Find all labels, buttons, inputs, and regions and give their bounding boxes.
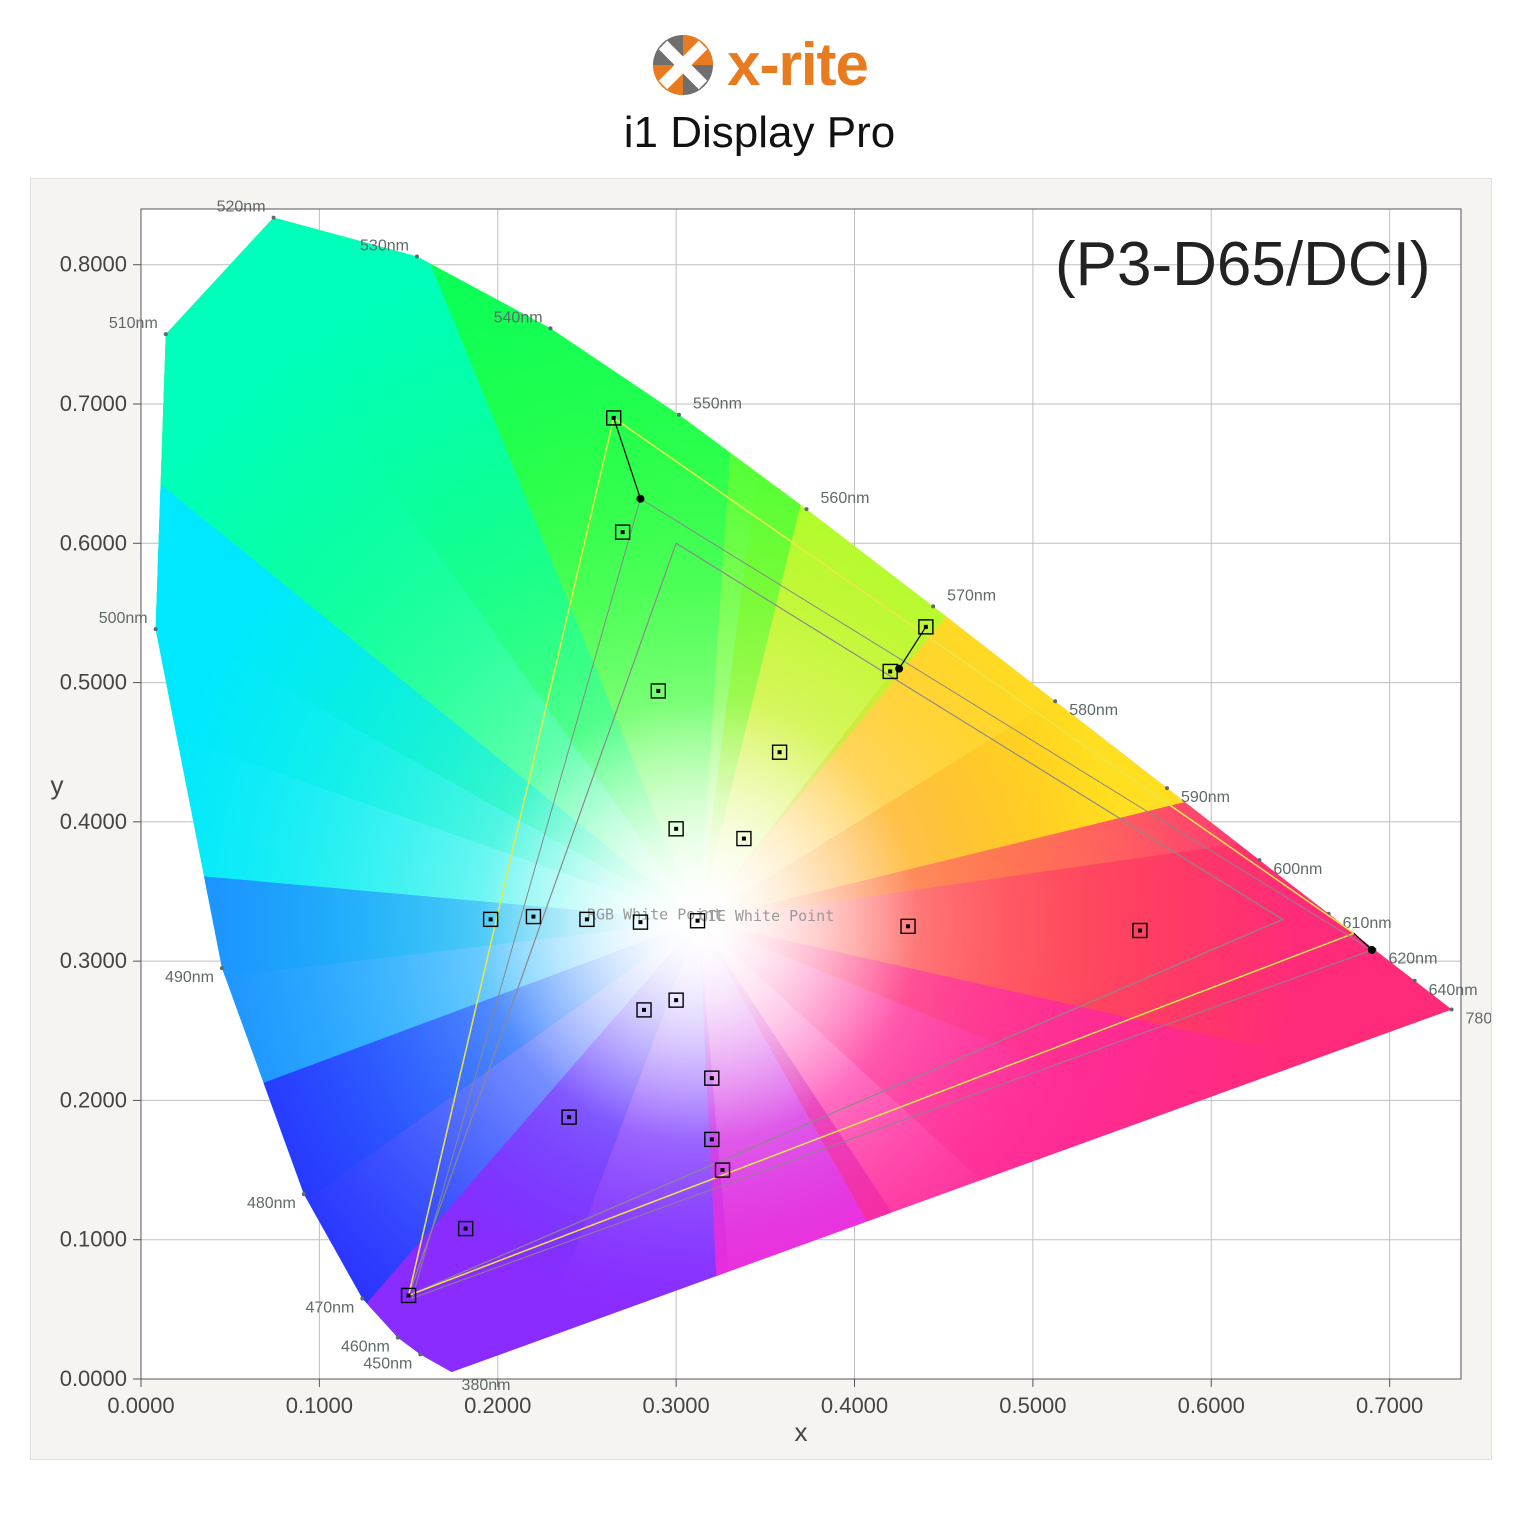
svg-text:480nm: 480nm bbox=[246, 1195, 295, 1212]
svg-text:640nm: 640nm bbox=[1428, 981, 1477, 998]
svg-text:0.1000: 0.1000 bbox=[59, 1226, 126, 1251]
svg-text:550nm: 550nm bbox=[692, 395, 741, 412]
svg-text:0.7000: 0.7000 bbox=[59, 391, 126, 416]
svg-text:610nm: 610nm bbox=[1342, 914, 1391, 931]
svg-text:0.3000: 0.3000 bbox=[642, 1393, 709, 1418]
svg-text:580nm: 580nm bbox=[1069, 702, 1118, 719]
svg-text:540nm: 540nm bbox=[493, 309, 542, 326]
svg-text:530nm: 530nm bbox=[360, 237, 409, 254]
svg-text:y: y bbox=[50, 770, 63, 800]
svg-text:0.6000: 0.6000 bbox=[59, 530, 126, 555]
svg-text:0.1000: 0.1000 bbox=[285, 1393, 352, 1418]
svg-text:600nm: 600nm bbox=[1273, 861, 1322, 878]
svg-text:590nm: 590nm bbox=[1181, 789, 1230, 806]
svg-text:0.4000: 0.4000 bbox=[820, 1393, 887, 1418]
brand-logo: x-rite bbox=[651, 30, 868, 99]
brand-text: x-rite bbox=[727, 30, 868, 99]
svg-text:0.2000: 0.2000 bbox=[59, 1087, 126, 1112]
svg-text:780nm: 780nm bbox=[1465, 1010, 1490, 1027]
svg-text:0.7000: 0.7000 bbox=[1356, 1393, 1423, 1418]
svg-text:490nm: 490nm bbox=[165, 969, 214, 986]
svg-text:0.5000: 0.5000 bbox=[999, 1393, 1066, 1418]
svg-text:0.6000: 0.6000 bbox=[1177, 1393, 1244, 1418]
svg-text:620nm: 620nm bbox=[1388, 950, 1437, 967]
svg-text:x: x bbox=[794, 1417, 807, 1447]
svg-text:0.8000: 0.8000 bbox=[59, 251, 126, 276]
svg-text:0.3000: 0.3000 bbox=[59, 948, 126, 973]
xrite-logo-icon bbox=[651, 33, 715, 97]
svg-text:520nm: 520nm bbox=[216, 198, 265, 215]
gamut-label: (P3-D65/DCI) bbox=[1055, 229, 1431, 300]
svg-text:0.0000: 0.0000 bbox=[59, 1366, 126, 1391]
svg-text:450nm: 450nm bbox=[363, 1355, 412, 1372]
svg-text:470nm: 470nm bbox=[305, 1299, 354, 1316]
svg-text:460nm: 460nm bbox=[340, 1338, 389, 1355]
svg-text:0.2000: 0.2000 bbox=[464, 1393, 531, 1418]
svg-text:380nm: 380nm bbox=[461, 1377, 510, 1394]
svg-text:510nm: 510nm bbox=[108, 315, 157, 332]
svg-text:500nm: 500nm bbox=[98, 610, 147, 627]
product-subtitle: i1 Display Pro bbox=[0, 108, 1519, 158]
header: x-rite i1 Display Pro bbox=[0, 30, 1519, 158]
chromaticity-chart: (P3-D65/DCI) 0.0000 0.1000 0.2000 0.3000 0.4… bbox=[30, 178, 1492, 1460]
svg-text:0.4000: 0.4000 bbox=[59, 808, 126, 833]
svg-text:560nm: 560nm bbox=[820, 490, 869, 507]
svg-text:570nm: 570nm bbox=[947, 587, 996, 604]
svg-text:0.5000: 0.5000 bbox=[59, 669, 126, 694]
svg-text:0.0000: 0.0000 bbox=[107, 1393, 174, 1418]
